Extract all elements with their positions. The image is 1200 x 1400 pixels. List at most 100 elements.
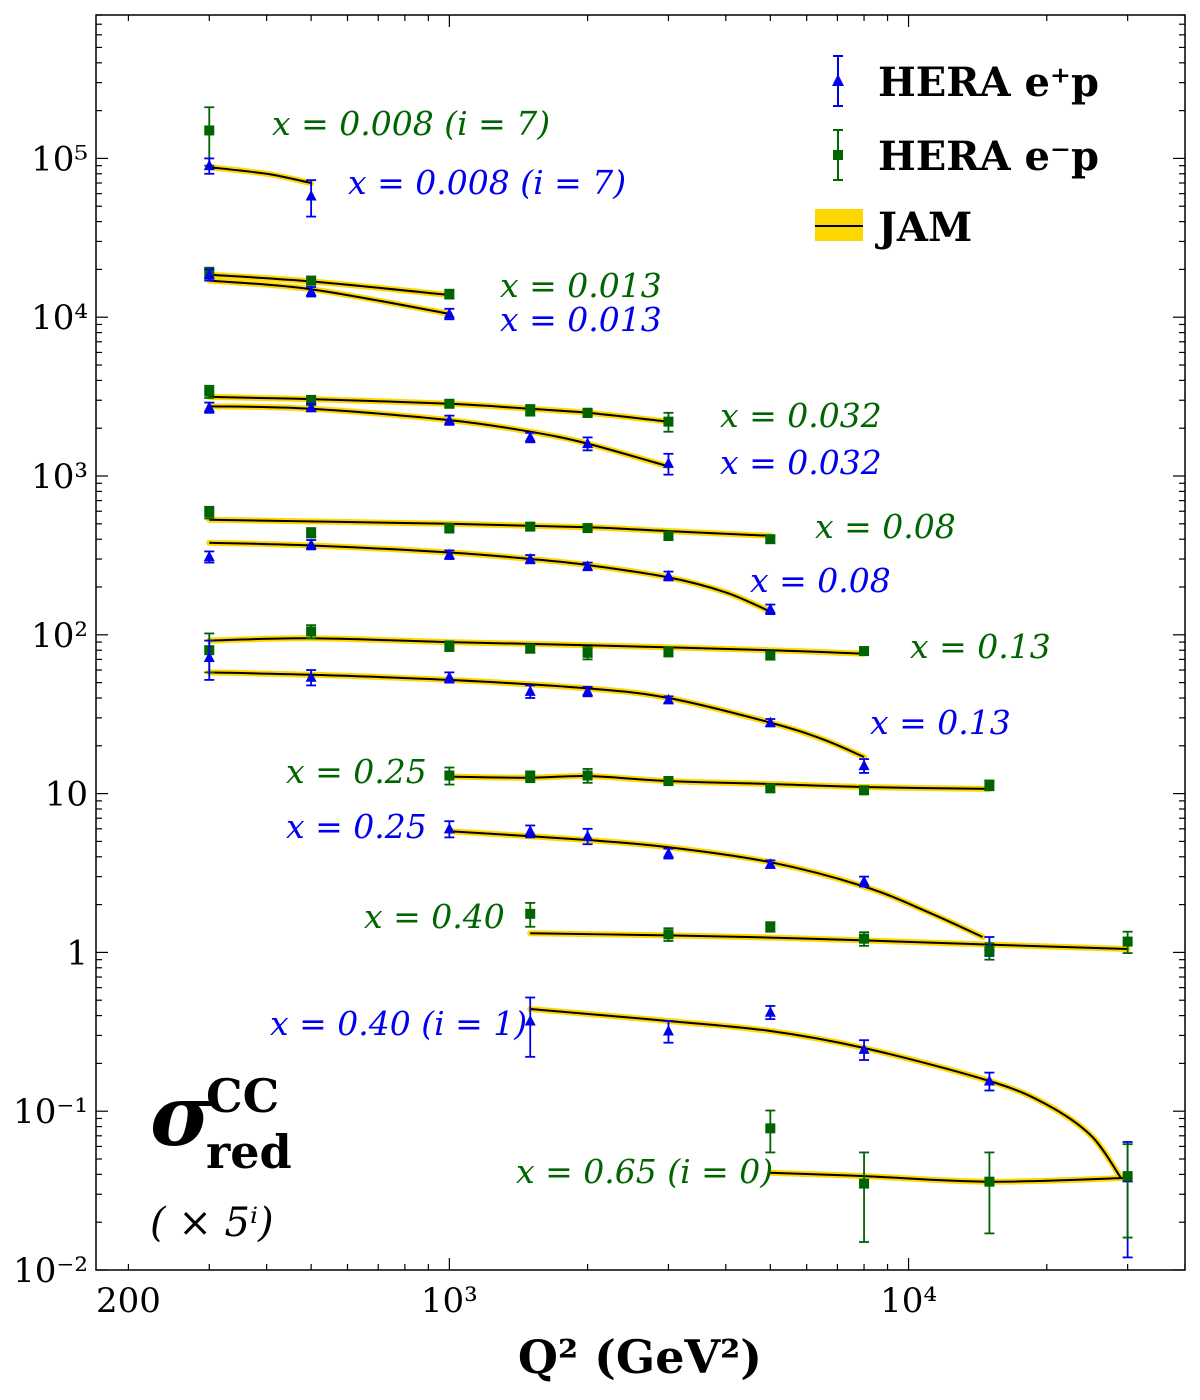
y-axis-title-sigma: σ xyxy=(150,1066,212,1165)
data-point-ep-minus xyxy=(444,770,455,781)
x-tick-label: 10³ xyxy=(421,1281,478,1321)
y-axis-title-superscript: CC xyxy=(206,1069,279,1123)
data-point-ep-minus xyxy=(306,395,317,406)
jam-fit-curve xyxy=(209,395,669,423)
jam-fit-curve xyxy=(209,637,865,655)
data-point-ep-minus xyxy=(984,946,995,957)
data-point-ep-plus xyxy=(524,431,536,442)
legend-square-marker xyxy=(833,150,843,160)
x-axis-title: Q² (GeV²) xyxy=(518,1330,762,1384)
data-point-ep-minus xyxy=(859,1178,870,1189)
series-label-ep-plus: x = 0.40 (i = 1) xyxy=(270,1004,527,1043)
data-point-ep-plus xyxy=(443,307,455,319)
data-point-ep-plus xyxy=(582,560,594,571)
data-point-ep-minus xyxy=(1122,936,1133,947)
data-point-ep-minus xyxy=(663,776,674,787)
data-point-ep-plus xyxy=(443,671,455,682)
data-point-ep-minus xyxy=(582,647,593,658)
data-point-ep-plus xyxy=(305,538,317,550)
data-point-ep-minus xyxy=(306,527,317,538)
data-point-ep-minus xyxy=(765,534,776,545)
series-label-ep-plus: x = 0.08 xyxy=(750,561,891,600)
y-tick-label: 10² xyxy=(31,616,88,656)
data-point-ep-plus xyxy=(524,685,536,696)
data-point-ep-plus xyxy=(443,548,455,560)
legend-triangle-marker xyxy=(832,74,844,86)
y-tick-label: 10⁵ xyxy=(31,139,88,179)
data-point-ep-plus xyxy=(524,825,536,836)
data-point-ep-plus xyxy=(764,603,776,614)
jam-fit-curve xyxy=(530,932,1128,950)
series-label-ep-minus: x = 0.40 xyxy=(364,897,505,936)
data-point-ep-plus xyxy=(858,875,870,886)
data-point-ep-plus xyxy=(582,830,594,841)
y-tick-label: 10⁻² xyxy=(13,1251,88,1291)
series-label-ep-plus: x = 0.032 xyxy=(720,443,882,482)
data-point-ep-minus xyxy=(663,929,674,940)
data-point-ep-plus xyxy=(524,553,536,564)
jam-uncertainty-band xyxy=(206,539,774,615)
data-point-ep-minus xyxy=(582,407,593,418)
y-axis-title: σ CC red ( × 5ⁱ) xyxy=(150,1066,292,1246)
data-point-ep-minus xyxy=(525,521,536,532)
data-point-ep-plus xyxy=(858,1043,870,1054)
data-point-ep-plus xyxy=(203,401,215,413)
series-label-ep-plus: x = 0.013 xyxy=(500,300,662,339)
data-point-ep-minus xyxy=(663,530,674,541)
y-tick-label: 1 xyxy=(66,933,88,973)
data-point-ep-minus xyxy=(444,398,455,409)
data-point-ep-plus xyxy=(305,671,317,682)
data-point-ep-plus xyxy=(764,716,776,728)
series-label-ep-plus: x = 0.13 xyxy=(870,703,1011,742)
y-axis-scale-note: ( × 5ⁱ) xyxy=(150,1200,274,1246)
data-point-ep-plus xyxy=(858,759,870,771)
data-point-ep-minus xyxy=(859,785,870,796)
y-tick-label: 10 xyxy=(45,775,88,815)
data-point-ep-minus xyxy=(663,646,674,657)
data-point-ep-minus xyxy=(984,1176,995,1187)
axis-layer: 200 10³ 10⁴ 10⁻² 10⁻¹ 1 10 10² 10³ 10⁴ 10⁵ xyxy=(13,14,1186,1321)
jam-fit-curve xyxy=(770,1171,1128,1183)
data-point-ep-plus xyxy=(662,847,674,858)
legend-entry-ep-minus: HERA e⁻p xyxy=(833,129,1099,181)
data-point-ep-plus xyxy=(203,268,215,280)
y-tick-label: 10³ xyxy=(31,457,88,497)
jam-fit-curve xyxy=(209,166,312,184)
data-point-ep-plus xyxy=(203,651,215,662)
data-point-ep-minus xyxy=(984,780,995,791)
data-point-ep-minus xyxy=(204,125,215,136)
legend-entry-jam: JAM xyxy=(815,204,972,251)
jam-fit-curve xyxy=(209,405,669,468)
data-point-ep-plus xyxy=(764,858,776,869)
x-tick-label: 200 xyxy=(96,1281,161,1321)
data-point-ep-minus xyxy=(765,921,776,932)
data-point-ep-minus xyxy=(525,771,536,782)
data-point-ep-plus xyxy=(662,693,674,705)
data-point-ep-minus xyxy=(859,646,870,657)
series-label-ep-plus: x = 0.25 xyxy=(286,807,427,846)
series-label-ep-minus: x = 0.13 xyxy=(910,627,1051,666)
series-label-ep-minus: x = 0.008 (i = 7) xyxy=(272,104,550,143)
data-point-ep-minus xyxy=(444,523,455,534)
data-point-ep-plus xyxy=(443,822,455,834)
data-point-ep-plus xyxy=(203,550,215,562)
data-point-ep-plus xyxy=(305,189,317,201)
data-point-ep-minus xyxy=(306,275,317,286)
series-label-ep-minus: x = 0.032 xyxy=(720,396,882,435)
jam-fit-curve xyxy=(209,671,865,758)
data-point-ep-minus xyxy=(765,650,776,661)
x-tick-label: 10⁴ xyxy=(880,1281,937,1321)
data-point-ep-plus xyxy=(443,414,455,425)
data-point-ep-minus xyxy=(582,523,593,534)
data-point-ep-plus xyxy=(305,285,317,297)
data-point-ep-plus xyxy=(662,569,674,581)
data-point-ep-minus xyxy=(306,626,317,637)
data-point-ep-plus xyxy=(582,685,594,696)
legend-entry-ep-plus: HERA e⁺p xyxy=(832,55,1099,107)
series-label-ep-plus: x = 0.008 (i = 7) xyxy=(348,163,626,202)
jam-uncertainty-band xyxy=(206,516,774,539)
data-point-layer xyxy=(203,106,1134,1259)
data-point-ep-minus xyxy=(525,908,536,919)
series-label-ep-minus: x = 0.08 xyxy=(815,507,956,546)
